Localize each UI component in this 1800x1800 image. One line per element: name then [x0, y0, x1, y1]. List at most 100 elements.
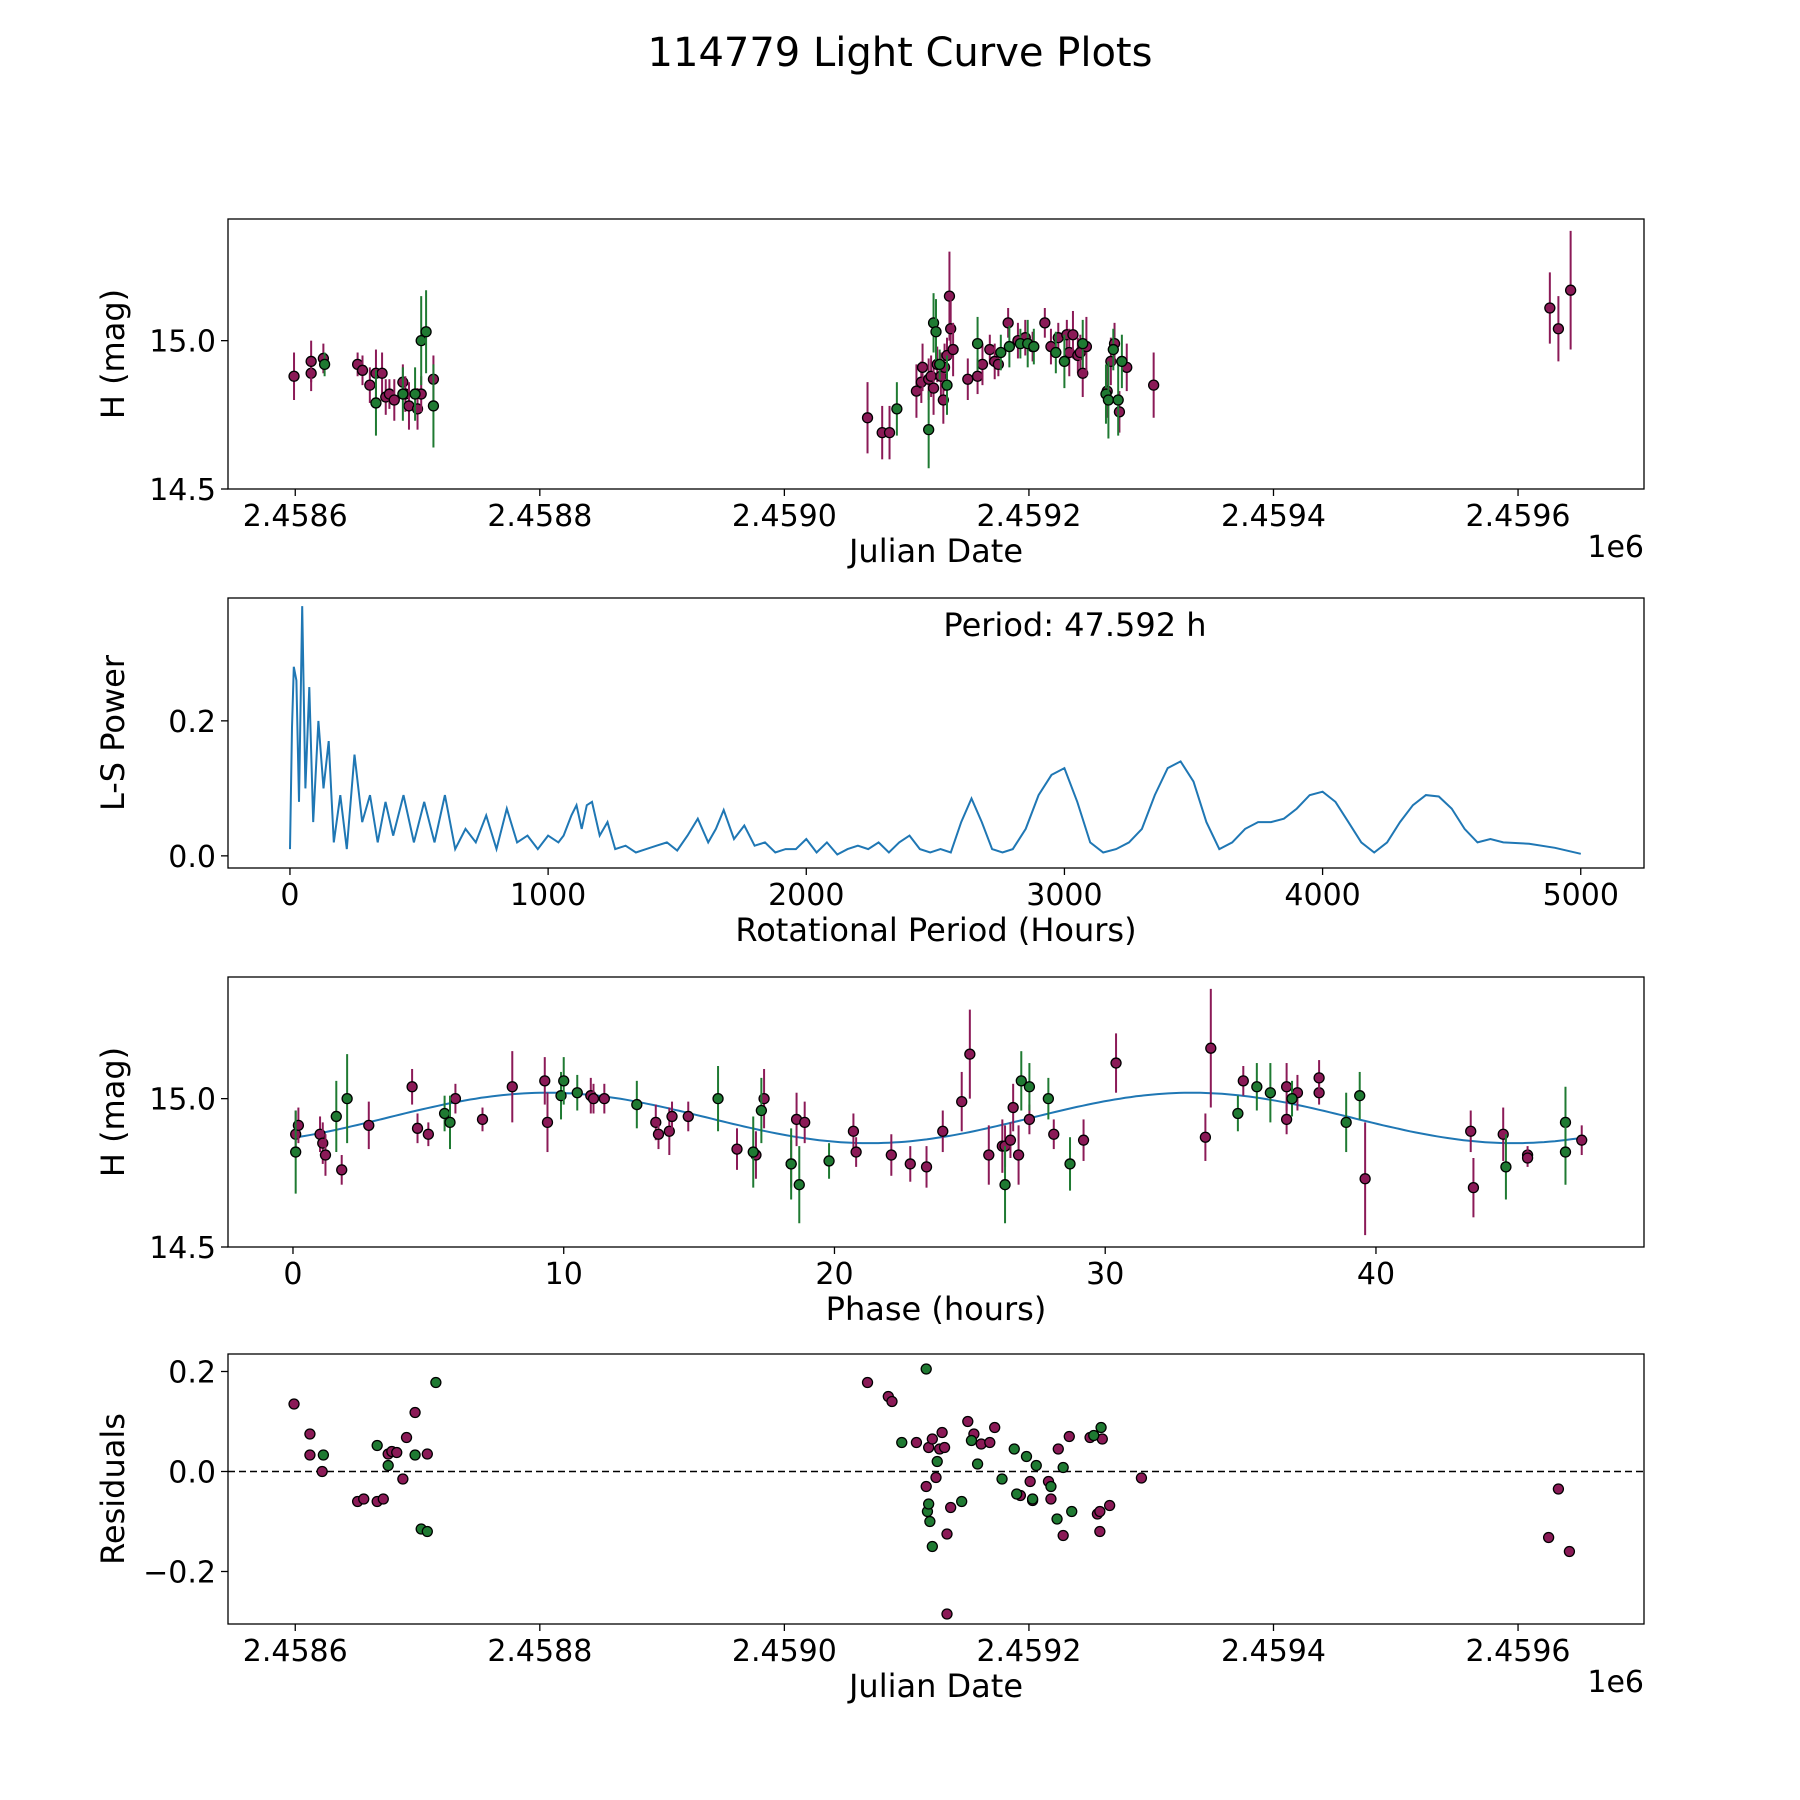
res-band1-point [984, 1436, 996, 1449]
phase-x-tick-label: 40 [1357, 1257, 1395, 1292]
lc-band1-point [1552, 323, 1565, 335]
phase-band1-point [1077, 1134, 1090, 1146]
phase-curve-panel: 0 10 20 30 40 14.5 15.0 Phase (hours) H (mag) [94, 976, 1645, 1328]
phase-band2-point [1251, 1081, 1263, 1093]
lc-band1-point [356, 364, 369, 376]
residuals-offset-text: 1e6 [1587, 1665, 1644, 1700]
lc-band2-point [1028, 340, 1040, 353]
res-band2-point [1011, 1488, 1023, 1500]
phase-band2-point [330, 1110, 342, 1123]
phase-band1-point [1465, 1125, 1477, 1137]
lc-band1-point [1148, 379, 1160, 391]
phase-band1-point [1048, 1128, 1060, 1140]
phase-band2-point [755, 1104, 768, 1117]
phase-band2-point [1340, 1116, 1352, 1129]
res-band2-point [1066, 1505, 1078, 1518]
lc-band2-point [1102, 394, 1115, 406]
phase-band1-point [956, 1095, 968, 1108]
phase-curve-frame [227, 976, 1645, 1248]
res-band2-point [1095, 1421, 1107, 1434]
phase-band1-point [1110, 1057, 1122, 1069]
phase-band1-point [885, 1149, 897, 1161]
lc-band1-point [1077, 367, 1089, 379]
phase-band2-point [999, 1179, 1011, 1191]
res-band2-point [996, 1473, 1008, 1485]
res-band1-point [288, 1398, 300, 1410]
res-y-tick-label: 0.0 [168, 1456, 216, 1491]
residuals-x-label: Julian Date [847, 1667, 1023, 1705]
phase-band1-point [920, 1161, 933, 1173]
res-x-tick-label: 2.4596 [1466, 1634, 1571, 1669]
phase-band1-point [666, 1110, 678, 1123]
phase-band2-point [290, 1146, 302, 1158]
lc-band1-point [1039, 317, 1051, 329]
phase-band1-point [406, 1081, 418, 1093]
lc-band1-point [1544, 302, 1556, 314]
res-band2-point [1026, 1493, 1039, 1505]
lc-band2-point [1050, 346, 1062, 359]
res-band1-point [936, 1426, 948, 1439]
res-band1-point [941, 1608, 953, 1620]
phase-band2-point [1042, 1092, 1055, 1105]
lc-band1-point [388, 394, 400, 406]
res-band2-point [896, 1436, 908, 1449]
lc-band1-point [861, 412, 874, 424]
residuals-panel: 2.4586 2.4588 2.4590 2.4592 2.4594 2.4596 0.2 0… [94, 1353, 1645, 1705]
ls-x-tick-label: 2000 [768, 878, 844, 913]
lc-band2-point [1107, 343, 1119, 356]
phase-band1-point [422, 1128, 435, 1140]
res-band1-point [1135, 1472, 1148, 1484]
res-band1-point [910, 1436, 923, 1449]
lc-band2-point [370, 397, 382, 409]
res-band1-point [304, 1449, 316, 1461]
lc-band2-point [1112, 394, 1124, 406]
lc-band2-point [427, 400, 440, 412]
phase-band2-point [1264, 1087, 1277, 1099]
lc-band1-point [916, 361, 929, 374]
lc-band1-point [883, 426, 896, 439]
phase-y-tick-label: 15.0 [149, 1083, 216, 1118]
phase-band2-point [558, 1075, 570, 1087]
light-curve-ticks: 2.4586 2.4588 2.4590 2.4592 2.4594 2.4596 14.5… [149, 325, 1570, 534]
phase-band1-point [411, 1122, 424, 1134]
phase-band1-point [799, 1116, 811, 1129]
periodogram-panel: 0 1000 2000 3000 4000 5000 0.0 0.2 Period: 47.5… [94, 597, 1645, 949]
phase-band2-point [747, 1146, 759, 1158]
phase-band1-point [1237, 1075, 1249, 1087]
ls-x-tick-label: 1000 [510, 878, 586, 913]
res-band1-point [358, 1493, 370, 1505]
res-band1-point [920, 1480, 932, 1493]
phase-band1-point [1004, 1134, 1017, 1146]
phase-band1-point [1023, 1113, 1036, 1126]
phase-band2-point [1354, 1090, 1366, 1102]
lc-band2-point [930, 326, 942, 338]
lc-band1-point [1002, 317, 1014, 329]
phase-band1-point [598, 1092, 610, 1105]
lc-band1-point [945, 323, 957, 335]
ls-y-tick-label: 0.0 [168, 840, 216, 875]
periodogram-line-layer [289, 606, 1582, 856]
lc-x-tick-label: 2.4596 [1466, 499, 1571, 534]
res-band1-point [1094, 1505, 1106, 1518]
residuals-frame [227, 1353, 1645, 1625]
phase-band1-point [541, 1116, 554, 1129]
phase-band1-point [1007, 1101, 1019, 1114]
figure-title: 114779 Light Curve Plots [648, 30, 1153, 76]
lc-band2-point [923, 424, 935, 436]
light-curve-x-label: Julian Date [847, 532, 1023, 570]
res-band1-point [1552, 1483, 1565, 1495]
phase-band1-point [319, 1149, 332, 1161]
res-band2-point [409, 1449, 421, 1461]
phase-band2-point [571, 1087, 583, 1099]
phase-curve-points [290, 988, 1588, 1236]
lc-y-tick-label: 15.0 [149, 325, 216, 360]
phase-curve-x-label: Phase (hours) [826, 1290, 1047, 1328]
res-band1-point [1052, 1443, 1064, 1455]
lc-band1-point [976, 358, 989, 371]
phase-band1-point [983, 1149, 995, 1161]
lc-band1-point [1564, 284, 1577, 296]
phase-band1-point [476, 1113, 489, 1126]
phase-y-tick-label: 14.5 [149, 1231, 216, 1266]
